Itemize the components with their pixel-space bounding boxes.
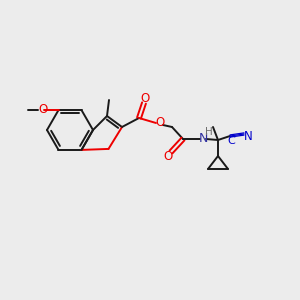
Text: N: N xyxy=(244,130,252,143)
Text: N: N xyxy=(198,131,208,145)
Text: H: H xyxy=(205,127,213,137)
Text: O: O xyxy=(164,151,172,164)
Text: C: C xyxy=(227,136,235,146)
Text: O: O xyxy=(140,92,150,104)
Text: O: O xyxy=(38,103,47,116)
Text: O: O xyxy=(155,116,165,128)
